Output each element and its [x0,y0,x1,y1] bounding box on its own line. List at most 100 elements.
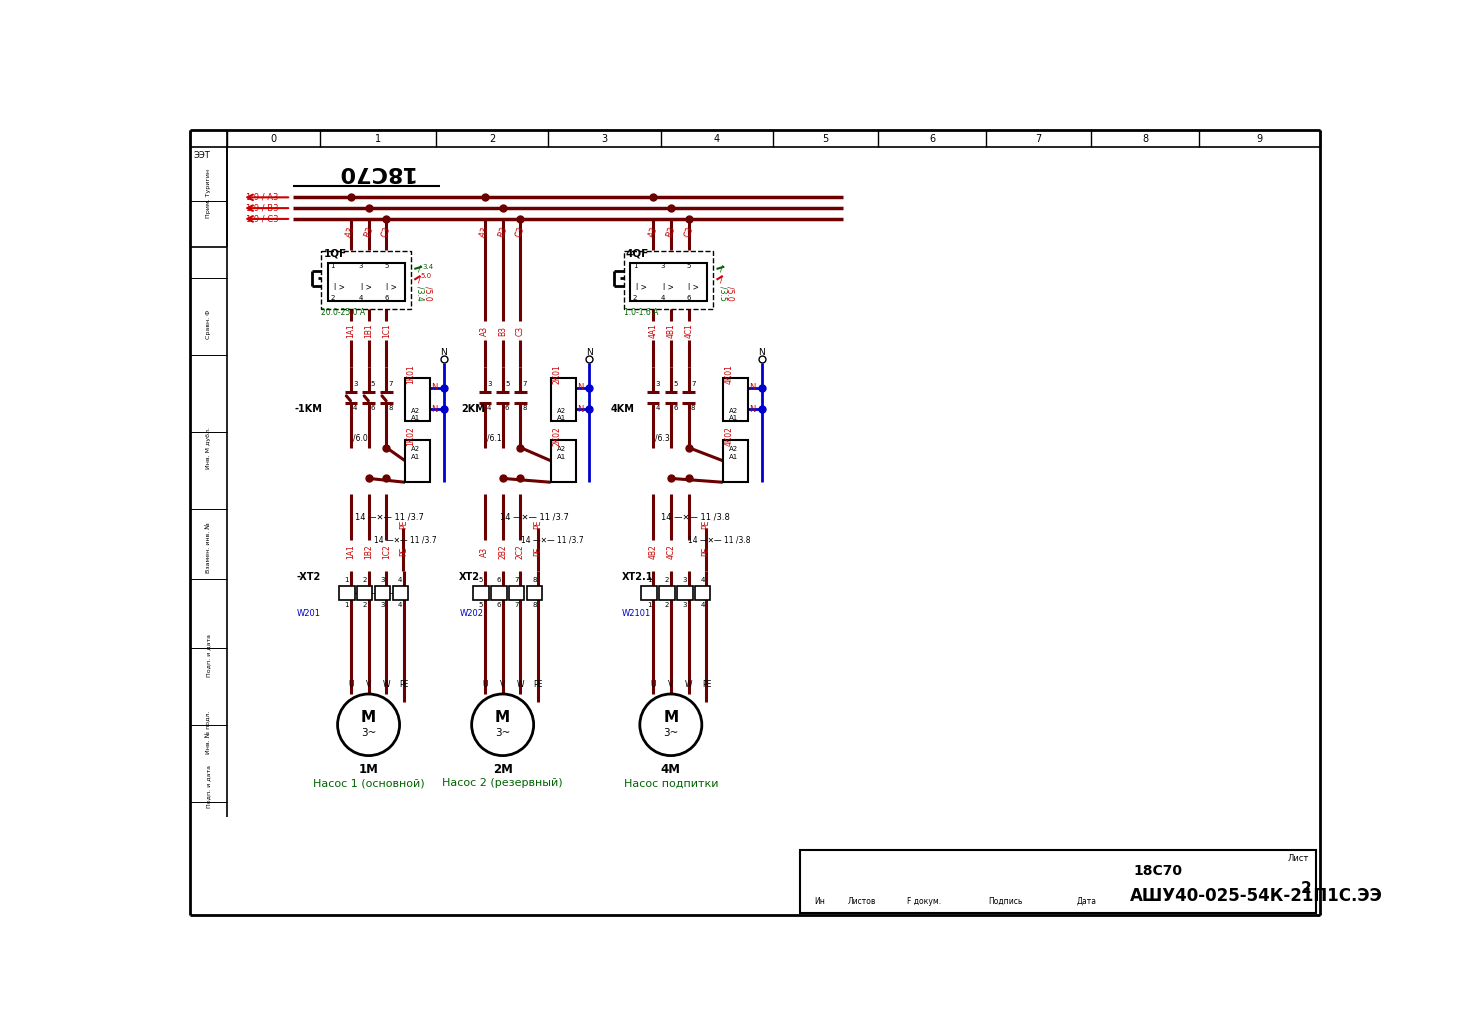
Text: V: V [669,680,673,689]
Text: 4M: 4M [661,763,681,776]
Text: 1: 1 [647,602,651,609]
Bar [405,379,430,420]
Text: W201: W201 [296,609,321,618]
Text: 6: 6 [686,295,691,301]
Text: /: / [418,265,421,273]
Bar [527,586,542,600]
Text: W202: W202 [460,609,483,618]
Text: PE: PE [701,546,710,556]
Text: B3: B3 [664,226,678,239]
Text: N: N [432,383,437,392]
Text: PE: PE [533,680,544,689]
Bar [695,586,710,600]
Text: 3: 3 [380,602,384,609]
Text: M: M [663,710,679,724]
Text: 7: 7 [389,382,393,387]
Text: 8: 8 [532,602,536,609]
Text: B3: B3 [362,226,374,239]
Text: W2101: W2101 [622,609,651,618]
Text: 1К01: 1К01 [407,364,415,384]
Text: 5: 5 [505,382,510,387]
Text: 2: 2 [664,602,669,609]
Text: 2: 2 [362,578,367,583]
Text: A2: A2 [729,408,738,414]
Text: /5.0: /5.0 [424,287,433,301]
Text: 6: 6 [371,405,376,411]
Text: 4К02: 4К02 [725,426,734,446]
Text: /: / [418,275,421,285]
Text: 8: 8 [691,405,695,411]
Text: 7: 7 [1036,134,1041,144]
Text: N: N [577,383,583,392]
Text: 5: 5 [686,263,691,269]
Text: 2: 2 [330,295,334,301]
Text: Инв. № подл.: Инв. № подл. [206,711,212,755]
Text: 6: 6 [929,134,935,144]
Text: 1.9 / C3: 1.9 / C3 [246,214,278,224]
Text: 5: 5 [479,602,483,609]
Text: U: U [650,680,655,689]
Text: I >: I > [386,283,396,292]
Text: /3.5: /3.5 [719,287,728,301]
Text: W: W [517,680,524,689]
Bar [327,263,405,301]
Text: 4: 4 [661,295,666,301]
Text: 1.9 / A3: 1.9 / A3 [246,193,278,202]
Text: 3: 3 [488,382,492,387]
Text: 1C1: 1C1 [382,323,390,338]
Text: 4QF: 4QF [626,248,650,259]
Text: I >: I > [688,283,698,292]
Text: 3: 3 [655,382,660,387]
Text: 3~: 3~ [663,728,679,738]
Text: 4B1: 4B1 [666,323,675,338]
Text: 4: 4 [655,405,660,411]
Bar [339,586,355,600]
Bar [641,586,657,600]
Text: A2: A2 [557,408,566,414]
Text: I >: I > [334,283,345,292]
Text: A1: A1 [729,415,738,421]
Text: C3: C3 [682,226,695,239]
Text: A1: A1 [557,453,566,460]
Text: 1: 1 [647,578,651,583]
Text: 4: 4 [398,578,402,583]
Text: 20.0-25.0 A: 20.0-25.0 A [321,307,365,317]
Text: 8: 8 [389,405,393,411]
Text: PE: PE [399,680,409,689]
Text: N: N [432,405,437,414]
Text: A3: A3 [647,226,658,239]
Text: U: U [348,680,354,689]
Text: 18С70: 18С70 [334,161,414,182]
Bar [660,586,675,600]
Text: 3~: 3~ [495,728,510,738]
Text: 2К02: 2К02 [552,426,561,446]
Text: Листов: Листов [848,896,876,906]
Text: W: W [685,680,692,689]
Text: Подп. и дата: Подп. и дата [206,765,212,808]
Text: PE: PE [399,520,408,529]
Text: Подпись: Подпись [988,896,1022,906]
Text: 3: 3 [358,263,362,269]
Bar [630,263,707,301]
Bar [623,252,713,309]
Text: A3: A3 [480,325,489,335]
Text: 1: 1 [330,263,334,269]
Bar [321,252,411,309]
Text: /6.1: /6.1 [488,434,502,443]
Text: F докум.: F докум. [907,896,941,906]
Text: 14 —✕— 11 /3.7: 14 —✕— 11 /3.7 [374,535,436,544]
Text: 14 —✕— 11 /3.8: 14 —✕— 11 /3.8 [688,535,750,544]
Text: 3: 3 [601,134,608,144]
Text: 1: 1 [345,578,349,583]
Bar [405,440,430,482]
Text: PE: PE [533,520,542,529]
Text: 3~: 3~ [361,728,376,738]
Text: A2: A2 [729,446,738,452]
Text: 2B2: 2B2 [498,544,507,559]
Text: 2: 2 [1301,881,1312,895]
Text: 2К01: 2К01 [552,364,561,384]
Text: 1: 1 [374,134,382,144]
Text: -1KM: -1KM [295,404,323,414]
Text: 1.9 / B3: 1.9 / B3 [246,204,278,212]
Text: A2: A2 [411,446,420,452]
